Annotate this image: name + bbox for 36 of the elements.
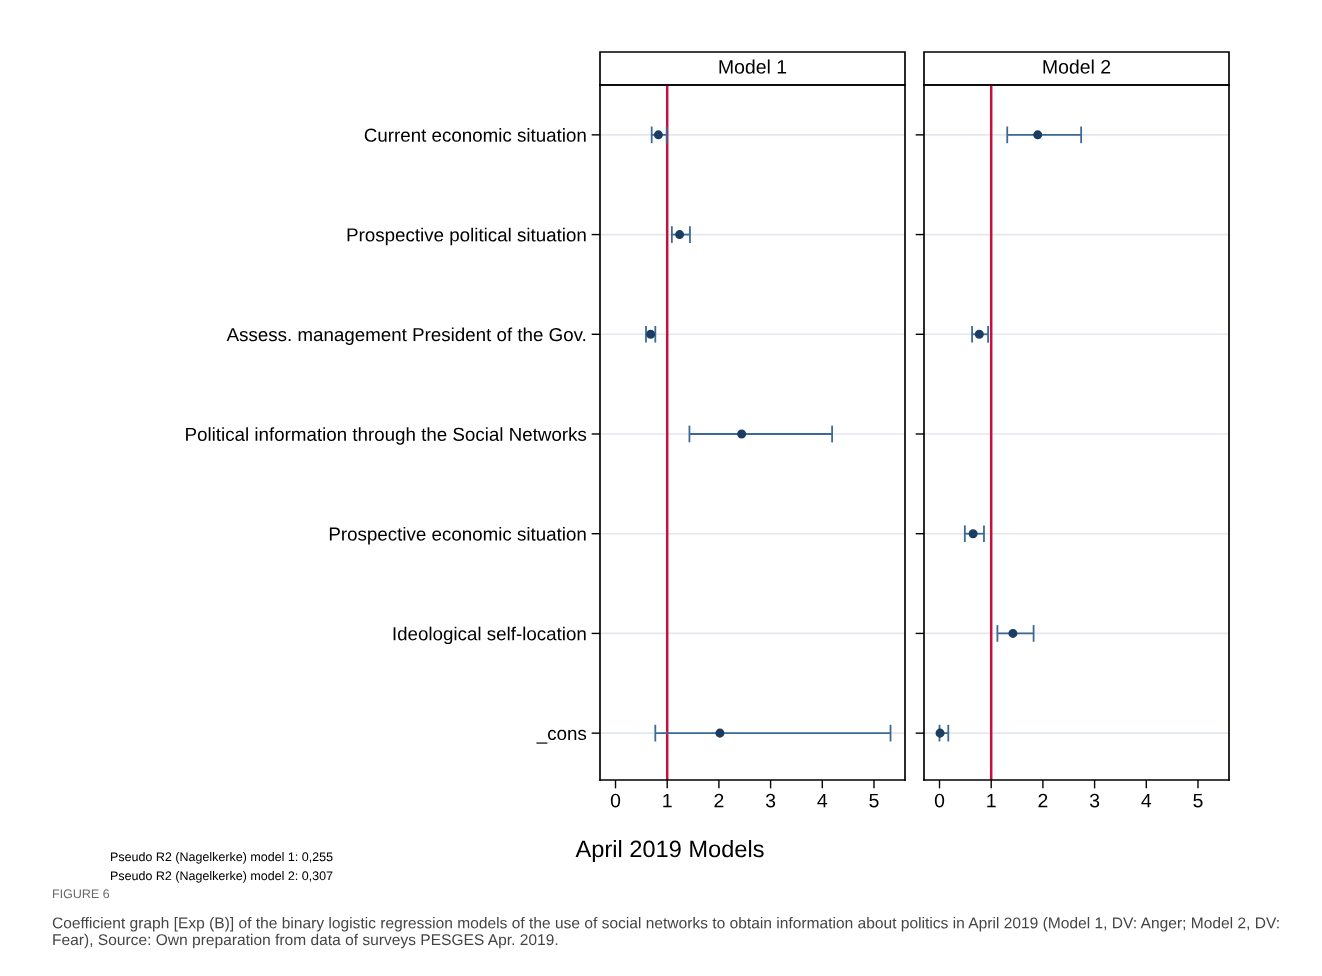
point — [1033, 130, 1043, 140]
x-axis-title: April 2019 Models — [575, 839, 764, 863]
x-tick-label: 2 — [1038, 793, 1048, 808]
y-tick-label: Ideological self-location — [393, 626, 586, 645]
x-tick-label: 0 — [934, 793, 945, 808]
chart-title: Model 2 — [1043, 59, 1111, 74]
text: Pseudo R2 (Nagelkerke) model 2: 0,307 — [111, 871, 333, 883]
x-tick-label: 5 — [1193, 793, 1203, 808]
point — [968, 529, 978, 539]
point — [675, 230, 685, 240]
y-tick-label: Current economic situation — [364, 128, 586, 142]
point — [646, 329, 656, 339]
y-tick-label: Assess. management President of the Gov. — [226, 327, 586, 345]
point — [1008, 628, 1018, 638]
x-tick-label: 0 — [610, 793, 621, 808]
point — [974, 329, 984, 339]
text: Pseudo R2 (Nagelkerke) model 1: 0,255 — [111, 852, 333, 864]
y-tick-label: Political information through the Social Networks — [186, 427, 587, 445]
x-tick-label: 3 — [1089, 793, 1100, 808]
point — [715, 728, 725, 738]
caption: FIGURE 6 — [53, 889, 110, 899]
x-tick-label: 4 — [1141, 793, 1152, 808]
y-tick-label: Prospective political situation — [347, 227, 586, 246]
y-tick-label: _cons — [536, 729, 587, 744]
x-tick-label: 1 — [987, 793, 996, 808]
x-tick-label: 4 — [817, 793, 828, 808]
chart-title: Model 1 — [719, 59, 787, 74]
x-tick-label: 1 — [663, 793, 672, 808]
y-tick-label: Prospective economic situation — [329, 526, 586, 545]
text: Coefficient graph [Exp (B)] of the binary logistic regression models of the use of social networks to obtain information about politics in April 2019 (Model 1, DV: Anger; Model 2, DV: Fear), Source: Own preparation from data of surveys PESGES Apr. 2019. — [52, 917, 1279, 949]
point — [737, 429, 747, 439]
x-tick-label: 3 — [765, 793, 776, 808]
point — [653, 130, 663, 140]
x-tick-label: 2 — [714, 793, 724, 808]
point — [935, 728, 945, 738]
x-tick-label: 5 — [869, 793, 879, 808]
